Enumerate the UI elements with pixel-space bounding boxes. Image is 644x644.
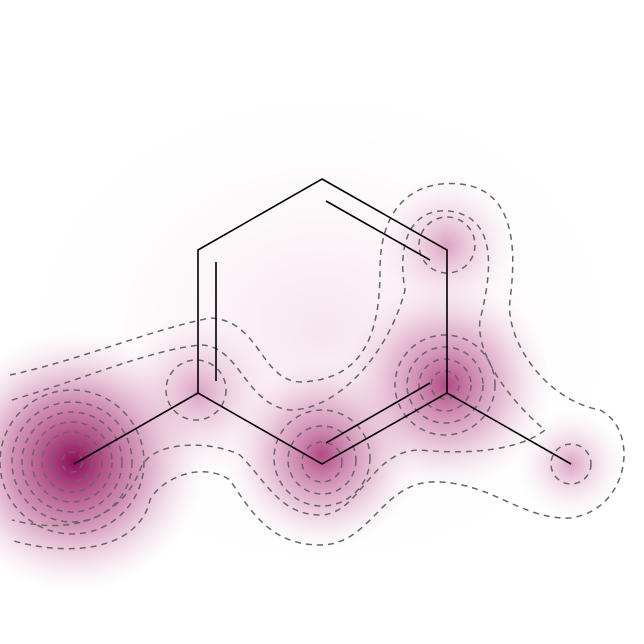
methyl-bond xyxy=(446,392,572,465)
contour xyxy=(394,334,496,436)
contours xyxy=(0,182,625,550)
double-bond xyxy=(325,382,431,444)
contour xyxy=(287,425,357,495)
contour xyxy=(61,451,83,473)
contour xyxy=(0,389,145,535)
contour xyxy=(418,358,472,412)
contour xyxy=(550,443,592,485)
contour xyxy=(430,370,460,400)
contour xyxy=(301,441,343,483)
contour xyxy=(165,359,227,421)
contour xyxy=(11,401,133,523)
contour xyxy=(418,216,476,274)
ring xyxy=(197,178,448,465)
heat-blobs xyxy=(0,70,642,592)
double-bond xyxy=(325,200,431,261)
contour xyxy=(406,346,484,424)
blob xyxy=(377,175,517,315)
molecule xyxy=(73,178,572,465)
contour xyxy=(31,421,113,503)
contour xyxy=(21,411,123,513)
contour xyxy=(11,210,547,527)
methyl-bond xyxy=(73,392,199,465)
contour xyxy=(9,182,625,550)
contour xyxy=(41,431,103,493)
contour xyxy=(273,409,371,507)
contour xyxy=(51,441,93,483)
